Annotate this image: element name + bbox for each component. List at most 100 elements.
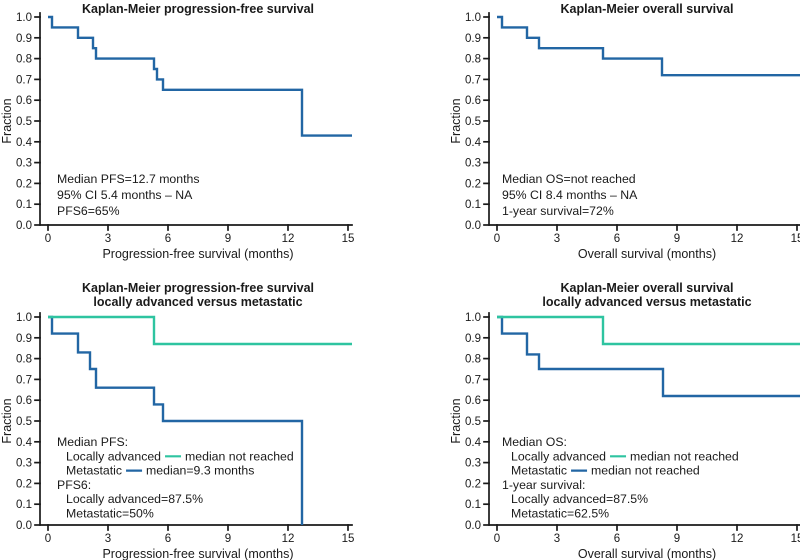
panel-title: Kaplan-Meier overall survival — [561, 2, 734, 16]
x-tick-label: 0 — [45, 533, 51, 545]
x-axis-label: Progression-free survival (months) — [102, 547, 293, 560]
km-curve-all — [48, 15, 352, 137]
y-tick-label: 0.4 — [16, 437, 33, 449]
panel-title: Kaplan-Meier progression-free survival — [82, 2, 314, 16]
y-tick-label: 0.3 — [465, 458, 481, 470]
x-tick-label: 6 — [614, 533, 620, 545]
y-tick-label: 0.1 — [465, 199, 481, 211]
x-tick-label: 3 — [105, 233, 111, 245]
annotation-text: Median OS: — [502, 435, 567, 449]
km-curve-locally-advanced — [497, 315, 800, 346]
panel-title: Kaplan-Meier overall survival — [561, 281, 734, 295]
km-curve-metastatic — [48, 315, 304, 525]
y-axis-label: Fraction — [449, 98, 463, 143]
y-tick-label: 0.5 — [16, 416, 32, 428]
y-tick-label: 0.0 — [465, 220, 481, 232]
y-tick-label: 0.6 — [465, 395, 481, 407]
y-tick-label: 0.3 — [16, 458, 32, 470]
y-axis-label: Fraction — [0, 98, 14, 143]
annotation-text: median=9.3 months — [146, 464, 254, 478]
y-tick-label: 0.9 — [465, 33, 481, 45]
y-tick-label: 0.9 — [16, 33, 32, 45]
y-tick-label: 0.1 — [16, 199, 32, 211]
y-tick-label: 0.7 — [16, 374, 32, 386]
annotation-text: 95% CI 8.4 months – NA — [502, 188, 638, 202]
x-tick-label: 12 — [282, 533, 295, 545]
x-tick-label: 6 — [165, 233, 171, 245]
annotation-text: PFS6=65% — [57, 204, 120, 218]
y-tick-label: 0.8 — [16, 54, 32, 66]
annotation-text: Median PFS: — [57, 435, 128, 449]
x-tick-label: 9 — [225, 233, 231, 245]
annotation-text: Metastatic=50% — [66, 507, 154, 521]
x-tick-label: 15 — [791, 533, 800, 545]
y-tick-label: 0.2 — [465, 178, 481, 190]
y-tick-label: 1.0 — [16, 312, 32, 324]
panel-title: locally advanced versus metastatic — [542, 295, 751, 309]
y-tick-label: 0.5 — [465, 416, 481, 428]
x-tick-label: 12 — [731, 233, 744, 245]
y-tick-label: 0.4 — [465, 437, 482, 449]
y-tick-label: 0.8 — [465, 354, 481, 366]
y-tick-label: 0.2 — [16, 178, 32, 190]
annotation-text: Median OS=not reached — [502, 172, 636, 186]
annotation-text: Locally advanced — [511, 449, 606, 463]
x-axis-label: Overall survival (months) — [578, 547, 716, 560]
y-tick-label: 0.2 — [16, 478, 32, 490]
x-tick-label: 15 — [791, 233, 800, 245]
x-tick-label: 3 — [554, 233, 560, 245]
x-tick-label: 6 — [614, 233, 620, 245]
x-tick-label: 9 — [225, 533, 231, 545]
x-tick-label: 6 — [165, 533, 171, 545]
y-tick-label: 0.7 — [465, 374, 481, 386]
x-tick-label: 0 — [45, 233, 51, 245]
y-tick-label: 0.5 — [465, 116, 481, 128]
y-tick-label: 0.4 — [16, 137, 33, 149]
km-curve-locally-advanced — [48, 315, 352, 346]
km-curve-all — [497, 15, 800, 77]
y-tick-label: 0.4 — [465, 137, 482, 149]
x-tick-label: 0 — [494, 233, 500, 245]
km-panel-pfs-by-group: Kaplan-Meier progression-free survivallo… — [0, 281, 354, 560]
x-tick-label: 0 — [494, 533, 500, 545]
km-panel-pfs-all: Kaplan-Meier progression-free survival 0 3… — [0, 2, 355, 261]
annotation-text: 1-year survival=72% — [502, 204, 614, 218]
y-tick-label: 0.9 — [465, 333, 481, 345]
x-tick-label: 9 — [674, 233, 680, 245]
y-tick-label: 0.3 — [16, 158, 32, 170]
km-curve-metastatic — [497, 315, 800, 398]
y-tick-label: 1.0 — [16, 12, 32, 24]
y-tick-label: 1.0 — [465, 12, 481, 24]
x-tick-label: 9 — [674, 533, 680, 545]
y-tick-label: 0.8 — [465, 54, 481, 66]
x-tick-label: 3 — [554, 533, 560, 545]
y-axis-label: Fraction — [0, 398, 14, 443]
y-tick-label: 0.0 — [16, 520, 32, 532]
x-tick-label: 12 — [282, 233, 295, 245]
x-axis-label: Overall survival (months) — [578, 247, 716, 261]
panel-title: Kaplan-Meier progression-free survival — [82, 281, 314, 295]
y-tick-label: 0.8 — [16, 354, 32, 366]
y-tick-label: 0.6 — [16, 395, 32, 407]
y-tick-label: 0.5 — [16, 116, 32, 128]
annotation-text: 1-year survival: — [502, 478, 585, 492]
y-tick-label: 0.1 — [465, 499, 481, 511]
annotation-text: Metastatic=62.5% — [511, 507, 609, 521]
y-tick-label: 0.0 — [465, 520, 481, 532]
annotation-text: median not reached — [591, 464, 700, 478]
annotation-text: Locally advanced=87.5% — [66, 492, 203, 506]
annotation-text: median not reached — [185, 449, 294, 463]
x-tick-label: 15 — [342, 233, 355, 245]
x-tick-label: 3 — [105, 533, 111, 545]
x-tick-label: 12 — [731, 533, 744, 545]
y-tick-label: 0.2 — [465, 478, 481, 490]
annotation-text: median not reached — [630, 449, 739, 463]
annotation-text: Median PFS=12.7 months — [57, 172, 200, 186]
annotation-text: Locally advanced — [66, 449, 161, 463]
annotation-text: Metastatic — [511, 464, 567, 478]
y-axis-label: Fraction — [449, 398, 463, 443]
y-tick-label: 1.0 — [465, 312, 481, 324]
y-tick-label: 0.1 — [16, 499, 32, 511]
